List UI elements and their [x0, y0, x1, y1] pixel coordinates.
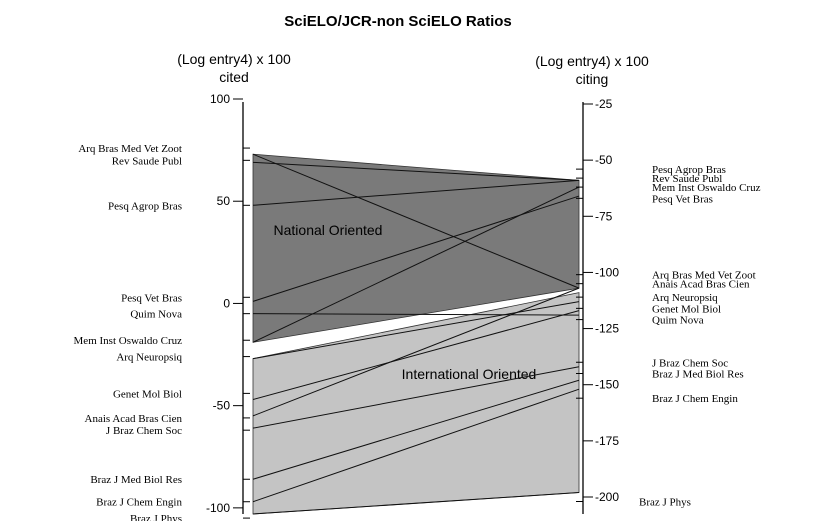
series-layer — [252, 153, 580, 515]
left-label-rev-saude-publ: Rev Saude Publ — [112, 155, 182, 167]
regions-layer: National Oriented International Oriented — [252, 153, 580, 515]
right-tick-label: -100 — [595, 265, 619, 279]
right-label-genet-mol-biol: Genet Mol Biol — [652, 303, 721, 315]
left-label-arq-bras-med-vet-zoot: Arq Bras Med Vet Zoot — [78, 143, 182, 155]
region-label-international-oriented: International Oriented — [402, 366, 537, 382]
right-label-mem-inst-oswaldo-cruz: Mem Inst Oswaldo Cruz — [652, 182, 761, 194]
left-label-quim-nova: Quim Nova — [130, 309, 182, 321]
series-line-mem-inst-oswaldo-cruz — [252, 186, 580, 343]
right-label-pesq-vet-bras: Pesq Vet Bras — [652, 193, 713, 205]
left-label-j-braz-chem-soc: J Braz Chem Soc — [106, 425, 182, 437]
series-line-rev-saude-publ — [252, 161, 580, 181]
right-label-pesq-agrop-bras: Pesq Agrop Bras — [652, 164, 726, 176]
series-line-braz-j-phys — [252, 492, 580, 515]
right-tick-label: -150 — [595, 378, 619, 392]
right-label-rev-saude-publ: Rev Saude Publ — [652, 173, 722, 185]
series-line-anais-acad-bras-cien — [252, 287, 580, 417]
series-line-arq-neuropsiq — [252, 301, 580, 360]
left-axis-title-line1: (Log entry4) x 100 — [177, 51, 291, 67]
right-label-quim-nova: Quim Nova — [652, 315, 704, 327]
axes-layer: 100 50 0 -50 -100 -25 -50 -75 -100 -125 -150 -175 -2… — [206, 92, 619, 515]
left-tick-label: 50 — [217, 194, 231, 208]
left-label-braz-j-phys: Braz J Phys — [130, 513, 182, 521]
right-tick-label: -25 — [595, 97, 613, 111]
series-line-arq-bras-med-vet-zoot — [252, 153, 580, 289]
series-line-braz-j-med-biol-res — [252, 379, 580, 480]
right-label-j-braz-chem-soc: J Braz Chem Soc — [652, 357, 728, 369]
right-label-braz-j-med-biol-res: Braz J Med Biol Res — [652, 368, 744, 380]
left-tick-label: -50 — [213, 399, 231, 413]
left-label-mem-inst-oswaldo-cruz: Mem Inst Oswaldo Cruz — [74, 335, 183, 347]
series-line-pesq-vet-bras — [252, 195, 580, 302]
left-tick-label: 100 — [210, 92, 230, 106]
left-tick-label: -100 — [206, 501, 230, 515]
right-axis-title-line2: citing — [576, 71, 609, 87]
right-tick-label: -175 — [595, 434, 619, 448]
left-label-pesq-agrop-bras: Pesq Agrop Bras — [108, 200, 182, 212]
left-axis-title-line2: cited — [219, 69, 249, 85]
right-label-braz-j-chem-engin: Braz J Chem Engin — [652, 393, 738, 405]
right-label-arq-bras-med-vet-zoot: Arq Bras Med Vet Zoot — [652, 270, 756, 282]
chart-title: SciELO/JCR-non SciELO Ratios — [284, 13, 512, 30]
left-label-braz-j-med-biol-res: Braz J Med Biol Res — [90, 474, 182, 486]
right-label-braz-j-phys: Braz J Phys — [639, 496, 691, 508]
left-label-genet-mol-biol: Genet Mol Biol — [113, 388, 182, 400]
right-tick-label: -200 — [595, 490, 619, 504]
left-label-anais-acad-bras-cien: Anais Acad Bras Cien — [85, 413, 183, 425]
series-line-pesq-agrop-bras — [252, 179, 580, 206]
right-tick-label: -125 — [595, 322, 619, 336]
right-tick-label: -50 — [595, 153, 613, 167]
right-axis-title-line1: (Log entry4) x 100 — [535, 53, 649, 69]
right-tick-label: -75 — [595, 209, 613, 223]
right-label-anais-acad-bras-cien: Anais Acad Bras Cien — [652, 279, 750, 291]
left-label-arq-neuropsiq: Arq Neuropsiq — [116, 352, 182, 364]
series-line-quim-nova — [252, 313, 580, 316]
series-line-genet-mol-biol — [252, 310, 580, 400]
left-tick-label: 0 — [223, 296, 230, 310]
right-label-arq-neuropsiq: Arq Neuropsiq — [652, 292, 718, 304]
series-line-braz-j-chem-engin — [252, 388, 580, 503]
region-label-national-oriented: National Oriented — [274, 222, 383, 238]
series-line-j-braz-chem-soc — [252, 366, 580, 429]
left-label-braz-j-chem-engin: Braz J Chem Engin — [96, 497, 182, 509]
left-label-pesq-vet-bras: Pesq Vet Bras — [121, 292, 182, 304]
